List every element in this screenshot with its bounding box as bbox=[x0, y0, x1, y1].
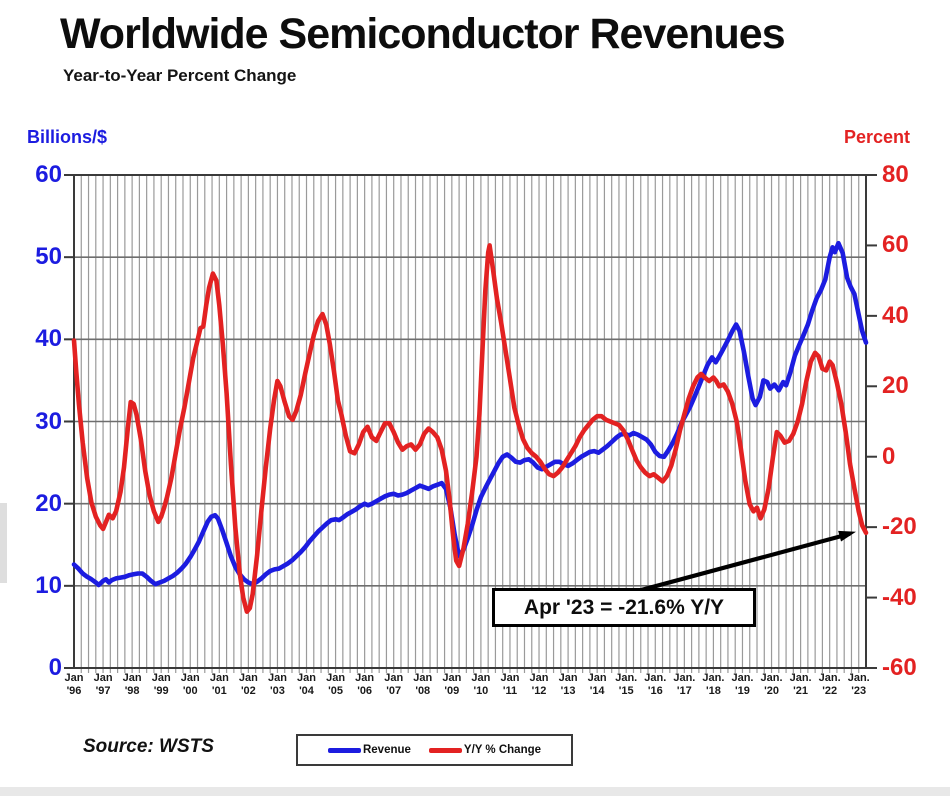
left-axis-tick-label: 0 bbox=[48, 654, 62, 681]
yoy-change-line bbox=[71, 243, 869, 615]
x-axis-tick-label: Jan. '15 bbox=[615, 672, 638, 697]
right-axis-tick-label: 20 bbox=[882, 372, 909, 400]
x-axis-tick-label: Jan. '18 bbox=[702, 672, 725, 697]
x-axis-tick-label: Jan '11 bbox=[500, 672, 520, 697]
x-axis-tick-label: Jan '00 bbox=[180, 672, 200, 697]
right-axis-tick-label: 60 bbox=[882, 231, 909, 259]
page-title: Worldwide Semiconductor Revenues bbox=[60, 10, 786, 58]
x-axis-tick-label: Jan. '20 bbox=[760, 672, 783, 697]
x-axis-tick-label: Jan '96 bbox=[64, 672, 84, 697]
right-axis-tick-label: 0 bbox=[882, 442, 896, 470]
right-axis-tick-label: -40 bbox=[882, 583, 917, 611]
x-axis-tick-label: Jan '08 bbox=[413, 672, 433, 697]
x-axis-tick-label: Jan '02 bbox=[238, 672, 258, 697]
source-label: Source: WSTS bbox=[83, 736, 214, 757]
right-axis-tick-label: 40 bbox=[882, 301, 909, 329]
x-axis-tick-label: Jan '97 bbox=[93, 672, 113, 697]
legend-label-revenue: Revenue bbox=[362, 744, 411, 756]
left-axis-tick-label: 30 bbox=[35, 407, 62, 435]
x-axis-tick-label: Jan. '21 bbox=[789, 672, 812, 697]
x-axis-tick-label: Jan. '17 bbox=[673, 672, 696, 697]
x-axis-tick-label: Jan '99 bbox=[151, 672, 171, 697]
x-axis-tick-label: Jan '98 bbox=[122, 672, 142, 697]
x-axis-tick-label: Jan '14 bbox=[587, 672, 607, 697]
x-axis-tick-label: Jan. '16 bbox=[644, 672, 667, 697]
x-axis-tick-label: Jan '03 bbox=[267, 672, 287, 697]
right-axis-title: Percent bbox=[844, 127, 911, 147]
annotation-arrowhead bbox=[838, 530, 856, 542]
right-axis-tick-label: -20 bbox=[882, 513, 917, 541]
x-axis-tick-label: Jan. '23 bbox=[847, 672, 870, 697]
legend-item-yoy-change: Y/Y % Change bbox=[428, 744, 542, 756]
x-axis-tick-label: Jan '13 bbox=[558, 672, 578, 697]
right-axis-tick-label: -60 bbox=[882, 654, 917, 681]
legend-box: Revenue Y/Y % Change bbox=[296, 734, 573, 766]
left-axis-tick-label: 40 bbox=[35, 325, 62, 353]
x-axis-tick-label: Jan '12 bbox=[529, 672, 549, 697]
x-axis-tick-label: Jan '01 bbox=[209, 672, 229, 697]
left-axis-title: Billions/$ bbox=[27, 127, 108, 147]
x-axis-tick-label: Jan '04 bbox=[297, 672, 316, 697]
revenue-line-swatch-icon bbox=[327, 747, 361, 753]
annotation-text: Apr '23 = -21.6% Y/Y bbox=[523, 595, 725, 619]
x-axis-tick-label: Jan '05 bbox=[326, 672, 346, 697]
left-axis-tick-label: 10 bbox=[35, 571, 62, 599]
x-axis-tick-label: Jan '09 bbox=[442, 672, 462, 697]
x-axis-tick-label: Jan '10 bbox=[471, 672, 491, 697]
legend-label-yoy-change: Y/Y % Change bbox=[463, 744, 542, 756]
legend-item-revenue: Revenue bbox=[327, 744, 411, 756]
left-edge-artifact bbox=[0, 503, 7, 583]
x-axis-tick-label: Jan '07 bbox=[384, 672, 404, 697]
page-subtitle: Year-to-Year Percent Change bbox=[63, 66, 297, 85]
x-axis-tick-label: Jan. '22 bbox=[818, 672, 841, 697]
x-axis-tick-label: Jan. '19 bbox=[731, 672, 754, 697]
x-axis-tick-label: Jan '06 bbox=[355, 672, 375, 697]
bottom-edge-artifact bbox=[0, 787, 950, 796]
left-axis-tick-label: 60 bbox=[35, 161, 62, 188]
annotation-arrow-line bbox=[633, 531, 851, 595]
right-axis-tick-label: 80 bbox=[882, 161, 909, 188]
left-axis-tick-label: 20 bbox=[35, 489, 62, 517]
yoy-line-swatch-icon bbox=[428, 747, 462, 753]
revenue-line bbox=[71, 240, 869, 588]
annotation-box: Apr '23 = -21.6% Y/Y bbox=[492, 588, 756, 627]
left-axis-tick-label: 50 bbox=[35, 243, 62, 271]
